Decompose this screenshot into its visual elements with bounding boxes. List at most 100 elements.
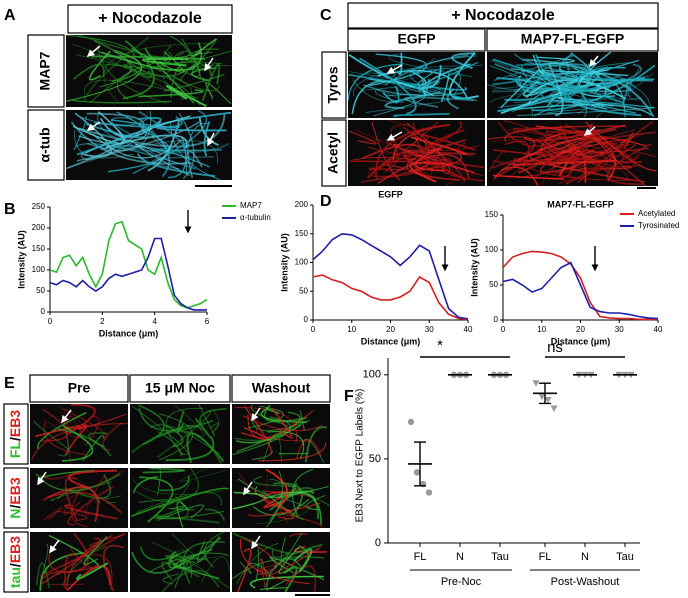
filament <box>492 149 643 163</box>
filament <box>238 472 268 495</box>
filaments <box>131 468 229 528</box>
x-tick-label: Tau <box>616 551 634 563</box>
y-tick-label: 0 <box>304 315 309 324</box>
filament <box>517 107 655 116</box>
data-point <box>532 380 540 387</box>
y-tick-label: 150 <box>485 210 499 219</box>
filament <box>492 58 624 104</box>
micrograph <box>487 120 658 186</box>
filament <box>135 143 190 177</box>
filament <box>39 572 61 582</box>
y-tick-label: 100 <box>485 245 499 254</box>
filament <box>513 101 588 114</box>
row-label-part: EB3 <box>7 477 23 504</box>
filament <box>158 413 193 461</box>
filament <box>67 565 111 591</box>
filament <box>77 129 124 145</box>
filament <box>196 536 221 563</box>
filament <box>524 62 651 112</box>
filament <box>550 72 607 100</box>
filament <box>182 541 225 584</box>
chart-title: EGFP <box>378 189 403 199</box>
filament <box>567 63 622 90</box>
filament <box>489 65 549 89</box>
filament <box>199 408 227 436</box>
row-label: N/EB3 <box>7 477 23 518</box>
label-box <box>3 467 29 529</box>
filament <box>94 116 183 129</box>
filament <box>99 51 142 88</box>
filament <box>275 500 289 524</box>
filament <box>154 61 212 76</box>
filament <box>367 146 456 186</box>
filament <box>151 541 229 589</box>
filament <box>47 583 84 585</box>
axes <box>502 215 658 321</box>
filament <box>160 561 200 581</box>
x-tick-label: 40 <box>654 325 663 334</box>
data-point <box>550 405 558 412</box>
filament <box>90 73 201 106</box>
filament <box>31 422 128 461</box>
x-tick-label: FL <box>414 551 427 563</box>
arrow <box>86 121 101 131</box>
filament <box>291 468 314 518</box>
panel-label: F <box>344 388 354 405</box>
filament <box>393 112 450 118</box>
line-series <box>502 261 659 320</box>
filament <box>192 38 217 57</box>
filament <box>577 132 657 158</box>
y-tick-label: 0 <box>375 537 381 549</box>
micrograph <box>130 468 230 528</box>
arrow <box>49 539 60 554</box>
filament <box>132 475 158 494</box>
filament <box>365 99 450 113</box>
filament <box>43 506 63 521</box>
filament <box>536 56 575 65</box>
filament <box>85 473 106 516</box>
filament <box>406 131 476 151</box>
filament <box>545 145 600 176</box>
filament <box>409 68 461 96</box>
filament <box>138 89 204 98</box>
filament <box>163 65 231 92</box>
arrow <box>251 407 261 422</box>
arrow <box>589 55 599 68</box>
filament <box>239 561 252 574</box>
filament <box>85 415 100 446</box>
filaments <box>35 532 126 592</box>
data-point <box>413 469 421 476</box>
filament <box>154 514 220 524</box>
filaments <box>487 120 657 186</box>
filament <box>388 53 473 78</box>
filament <box>265 468 289 508</box>
filament <box>201 63 221 102</box>
x-tick-label: FL <box>539 551 552 563</box>
micrograph <box>30 404 128 464</box>
arrow <box>386 64 403 74</box>
significance-label: * <box>437 337 443 354</box>
filament <box>513 53 627 83</box>
row-label: Acetyl <box>325 132 341 174</box>
filament <box>414 147 446 172</box>
label-box <box>486 28 659 52</box>
filament <box>85 123 147 139</box>
filament <box>165 436 215 462</box>
x-tick-label: 40 <box>464 325 473 334</box>
filaments <box>487 52 656 118</box>
filament <box>64 426 87 456</box>
filament <box>577 121 654 183</box>
chart-title: MAP7-FL-EGFP <box>547 199 614 209</box>
legend-label: α-tubulin <box>240 213 271 222</box>
filament <box>155 505 186 520</box>
filament <box>198 404 216 437</box>
filament <box>161 569 220 592</box>
filament <box>504 78 628 102</box>
filament <box>288 533 308 538</box>
filament <box>106 500 117 504</box>
filament <box>64 553 75 589</box>
row-label-part: tau <box>7 567 23 588</box>
x-tick-label: 30 <box>615 325 624 334</box>
line-series <box>49 220 208 309</box>
panel-label: C <box>320 7 332 24</box>
